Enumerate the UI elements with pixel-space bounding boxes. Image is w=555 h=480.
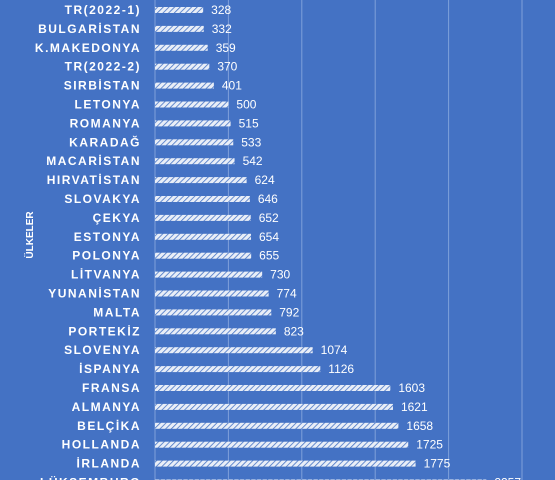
value-label: 370: [217, 60, 237, 74]
value-label: 542: [243, 154, 263, 168]
value-label: 1725: [416, 438, 443, 452]
category-label: FRANSA: [82, 381, 141, 395]
category-label: LİTVANYA: [71, 267, 141, 282]
category-label: MALTA: [93, 305, 141, 319]
category-label: ÇEKYA: [93, 211, 141, 225]
value-label: 652: [259, 211, 279, 225]
category-label: BULGARİSTAN: [38, 21, 141, 36]
value-label: 654: [259, 230, 279, 244]
category-label: HIRVATİSTAN: [47, 172, 141, 187]
bar: [155, 158, 235, 165]
bar: [155, 347, 313, 354]
value-label: 655: [259, 249, 279, 263]
category-label: POLONYA: [72, 249, 141, 263]
value-label: 792: [279, 305, 299, 319]
value-label: 1074: [321, 343, 348, 357]
bar: [155, 82, 214, 89]
bar: [155, 101, 229, 108]
y-axis-title: ÜLKELER: [23, 211, 36, 259]
value-label: 646: [258, 192, 278, 206]
value-label: 401: [222, 79, 242, 93]
bar: [155, 290, 269, 297]
category-label: TR(2022-1): [65, 3, 141, 17]
value-label: 774: [277, 287, 297, 301]
bar: [155, 366, 321, 373]
bar: [155, 177, 247, 184]
value-labels: 328 332 359 370 401 500 515 533 542 624 646 652 654 6…: [211, 3, 521, 480]
bar: [155, 271, 263, 278]
value-label: 823: [284, 324, 304, 338]
category-label: BELÇİKA: [77, 418, 141, 433]
category-label: MACARİSTAN: [46, 153, 141, 168]
value-label: 332: [212, 22, 232, 36]
bars: [155, 7, 487, 480]
category-label: YUNANİSTAN: [48, 286, 141, 301]
bar: [155, 63, 210, 70]
category-label: ESTONYA: [74, 230, 141, 244]
value-label: 1126: [328, 362, 354, 376]
category-label: TR(2022-2): [65, 60, 141, 74]
value-label: 1775: [424, 457, 451, 471]
category-label: LETONYA: [74, 98, 141, 112]
category-label: ALMANYA: [72, 400, 141, 414]
bar: [155, 7, 204, 13]
category-label: ROMANYA: [70, 116, 141, 130]
bar: [155, 139, 234, 146]
bar: [155, 385, 391, 391]
bar: [155, 328, 276, 335]
category-label: K.MAKEDONYA: [35, 41, 141, 55]
value-label: 1658: [406, 419, 433, 433]
value-label: 500: [236, 98, 256, 112]
bar: [155, 252, 252, 259]
bar: [155, 25, 204, 32]
bar: [155, 214, 251, 221]
category-label: İSPANYA: [79, 361, 141, 376]
category-label: SLOVENYA: [64, 343, 141, 357]
bar: [155, 460, 416, 467]
value-label: 1603: [398, 381, 425, 395]
bar: [155, 422, 399, 429]
category-label: SLOVAKYA: [64, 192, 141, 206]
value-label: 515: [239, 116, 259, 130]
value-label: 328: [211, 3, 231, 17]
bar: [155, 196, 250, 202]
value-label: 359: [216, 41, 236, 55]
value-label: 624: [255, 173, 275, 187]
category-label: SIRBİSTAN: [64, 78, 141, 93]
bar: [155, 309, 272, 316]
category-label: LÜKSEMBURG: [40, 475, 141, 480]
value-label: 1621: [401, 400, 428, 414]
value-label: 730: [270, 268, 290, 282]
bar: [155, 441, 409, 448]
value-label: 2257: [494, 476, 521, 480]
category-label: HOLLANDA: [62, 438, 141, 452]
category-label: PORTEKİZ: [68, 323, 141, 338]
value-label: 533: [241, 135, 261, 149]
category-label: KARADAĞ: [69, 134, 141, 149]
category-label: İRLANDA: [77, 456, 142, 471]
bar: [155, 120, 231, 127]
bar: [155, 44, 208, 51]
category-labels: TR(2022-1) BULGARİSTAN K.MAKEDONYA TR(2022-…: [35, 3, 142, 480]
bar: [155, 403, 393, 410]
gridlines: [154, 0, 523, 480]
bar: [155, 233, 252, 240]
